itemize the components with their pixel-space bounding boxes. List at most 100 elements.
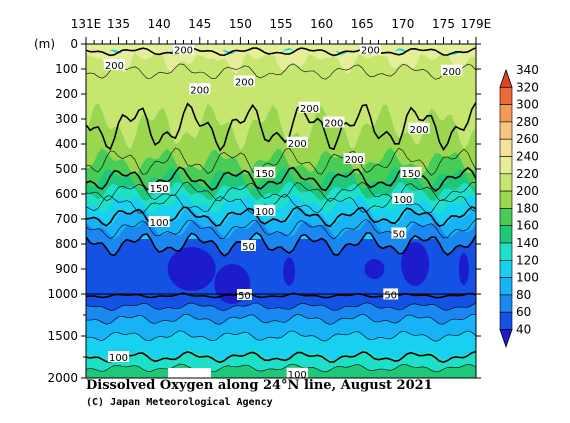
low-core-2	[283, 257, 296, 286]
colorbar-label: 80	[516, 288, 531, 302]
x-tick-label: 145	[188, 17, 211, 31]
contour-lines	[86, 46, 476, 373]
colorbar-label: 180	[516, 201, 539, 215]
upper-band-0	[86, 219, 476, 256]
contour-label: 200	[190, 85, 209, 96]
colorbar-label: 60	[516, 305, 531, 319]
y-tick-label: 300	[55, 112, 78, 126]
y-axis: (m) 0 100 200 300 400 500 600 700 800 900 1000 1500…	[34, 37, 481, 385]
colorbar-swatch	[499, 225, 513, 244]
colorbar-label: 300	[516, 98, 539, 112]
contour-label-bg	[400, 167, 422, 178]
x-tick-label: 155	[270, 17, 293, 31]
contour-5	[86, 292, 476, 299]
contour-label-bg	[286, 367, 308, 378]
contour-label-bg	[359, 44, 381, 55]
x-tick-label: 165	[351, 17, 374, 31]
contour-label-bg	[148, 182, 170, 193]
contour-8	[86, 147, 476, 176]
plot-area: 200 200 200 200 200 200 200 200 200 200 200 150 150 1…	[86, 44, 476, 381]
colorbar-swatch	[499, 190, 513, 209]
upper-band-1	[86, 206, 476, 239]
colorbar: 40 60 80 100 120 140 160 180 200 220 240 260 280 300 3…	[499, 63, 539, 349]
contour-label: 200	[324, 119, 343, 130]
y-tick-label: 200	[55, 87, 78, 101]
contour-label-bg	[241, 240, 256, 251]
contour-6	[86, 350, 476, 364]
y-tick-label: 0	[70, 37, 78, 51]
contour-label-bg	[441, 64, 463, 76]
upper-band-7	[86, 44, 476, 151]
contour-7	[86, 63, 476, 80]
x-tick-label: 140	[148, 17, 171, 31]
contour-label: 200	[361, 45, 380, 56]
no-data-patch	[168, 368, 211, 378]
contour-label-bg	[254, 204, 276, 216]
colorbar-bottom-arrow	[499, 329, 513, 349]
contour-label: 200	[442, 67, 461, 78]
contour-label: 100	[150, 218, 169, 229]
y-unit-label: (m)	[34, 37, 55, 51]
x-axis: 131E 135 140 145 150 155 160 165 170 175 179E	[71, 17, 492, 44]
contour-label-bg	[408, 122, 430, 134]
contour-label-bg	[237, 289, 252, 301]
low-core-3	[364, 259, 385, 279]
contour-label: 150	[150, 184, 169, 195]
oxygen-bands	[86, 44, 476, 378]
upper-band-5	[86, 147, 476, 191]
contour-11	[86, 218, 476, 240]
x-tick-label: 150	[229, 17, 252, 31]
contour-0	[86, 46, 476, 57]
contour-14	[86, 330, 476, 342]
contour-label: 150	[255, 169, 274, 180]
contour-label: 50	[392, 230, 405, 241]
contour-4	[86, 231, 476, 257]
colorbar-swatch	[499, 138, 513, 157]
colorbar-label: 240	[516, 150, 539, 164]
low-core-4	[401, 242, 430, 286]
colorbar-label: 320	[516, 80, 539, 94]
contour-label: 200	[174, 45, 193, 56]
contour-label: 50	[238, 291, 251, 302]
contour-label: 100	[288, 370, 307, 381]
contour-label: 150	[401, 169, 420, 180]
colorbar-swatch	[499, 208, 513, 226]
colorbar-label: 100	[516, 271, 539, 285]
contour-label: 200	[288, 139, 307, 150]
low-core-0	[167, 247, 216, 291]
colorbar-swatch	[499, 173, 513, 192]
y-tick-label: 800	[55, 237, 78, 251]
contour-label-bg	[298, 101, 321, 113]
contour-label: 200	[410, 125, 429, 136]
contour-label: 100	[393, 195, 412, 206]
colorbar-label: 120	[516, 253, 539, 267]
chart-title: Dissolved Oxygen along 24°N line, August…	[86, 378, 433, 393]
low-core-5	[458, 253, 469, 285]
colorbar-swatch	[499, 259, 513, 278]
contour-label: 50	[384, 290, 397, 301]
x-tick-label: 131E	[71, 17, 102, 31]
contour-label-bg	[254, 166, 276, 178]
x-tick-label: 179E	[461, 17, 492, 31]
colorbar-label: 160	[516, 219, 539, 233]
contour-15	[86, 363, 476, 373]
contour-label: 100	[109, 353, 128, 364]
contour-label-bg	[323, 116, 345, 128]
y-tick-label: 100	[55, 62, 78, 76]
contour-label-bg	[233, 75, 256, 87]
colorbar-swatch	[499, 156, 513, 175]
y-tick-label: 500	[55, 162, 78, 176]
colorbar-label: 280	[516, 115, 539, 129]
colorbar-swatch	[499, 104, 513, 123]
contour-label: 200	[235, 78, 254, 89]
y-tick-label: 900	[55, 262, 78, 276]
colorbar-label: 340	[516, 63, 539, 77]
y-tick-label: 1500	[47, 329, 78, 343]
credit-text: (C) Japan Meteorological Agency	[86, 397, 273, 408]
upper-band-2	[86, 194, 476, 227]
x-tick-label: 175	[432, 17, 455, 31]
contour-label-bg	[392, 193, 414, 204]
x-tick-label: 160	[310, 17, 333, 31]
contour-1	[86, 102, 476, 152]
